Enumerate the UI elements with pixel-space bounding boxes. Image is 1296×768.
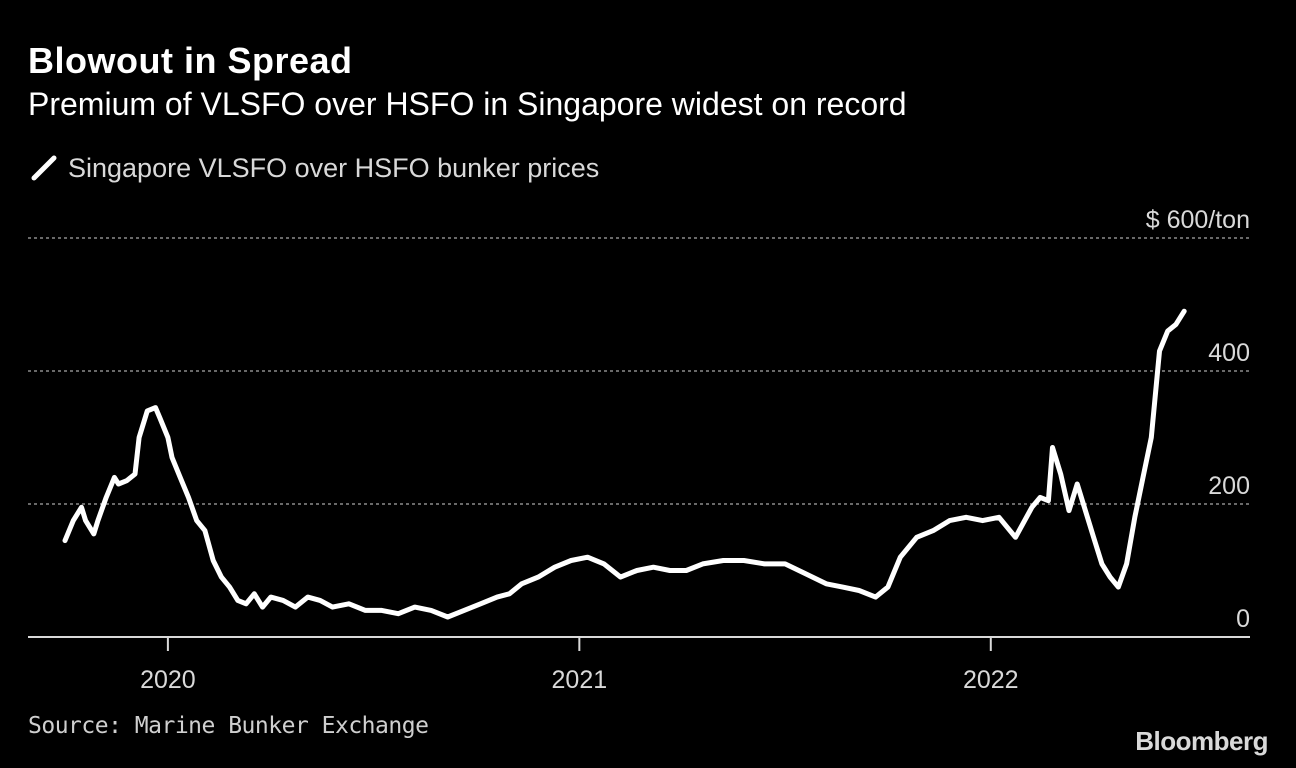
series-line-0	[62, 308, 1187, 620]
x-tick-label-2022: 2022	[963, 666, 1019, 694]
y-tick-label-0: 0	[1236, 605, 1250, 633]
tick-labels: $ 600/ton 400 200 0 2020 2021 2022	[140, 206, 1250, 694]
x-axis	[28, 636, 1250, 651]
legend-line-icon	[31, 155, 57, 181]
series-layer	[62, 308, 1187, 620]
grid-layer	[28, 237, 1250, 505]
y-tick-label-600: $ 600/ton	[1146, 206, 1250, 234]
bloomberg-logo: Bloomberg	[1135, 726, 1268, 756]
source-note: Source: Marine Bunker Exchange	[28, 713, 429, 739]
y-tick-label-400: 400	[1208, 339, 1250, 367]
chart-title: Blowout in Spread	[28, 40, 353, 81]
x-tick-label-2021: 2021	[552, 666, 608, 694]
x-tick-label-2020: 2020	[140, 666, 196, 694]
line-chart: $ 600/ton 400 200 0 2020 2021 2022	[28, 206, 1250, 694]
legend-label: Singapore VLSFO over HSFO bunker prices	[68, 152, 600, 183]
chart-subtitle: Premium of VLSFO over HSFO in Singapore …	[28, 86, 907, 122]
legend: Singapore VLSFO over HSFO bunker prices	[28, 150, 599, 186]
y-tick-label-200: 200	[1208, 472, 1250, 500]
